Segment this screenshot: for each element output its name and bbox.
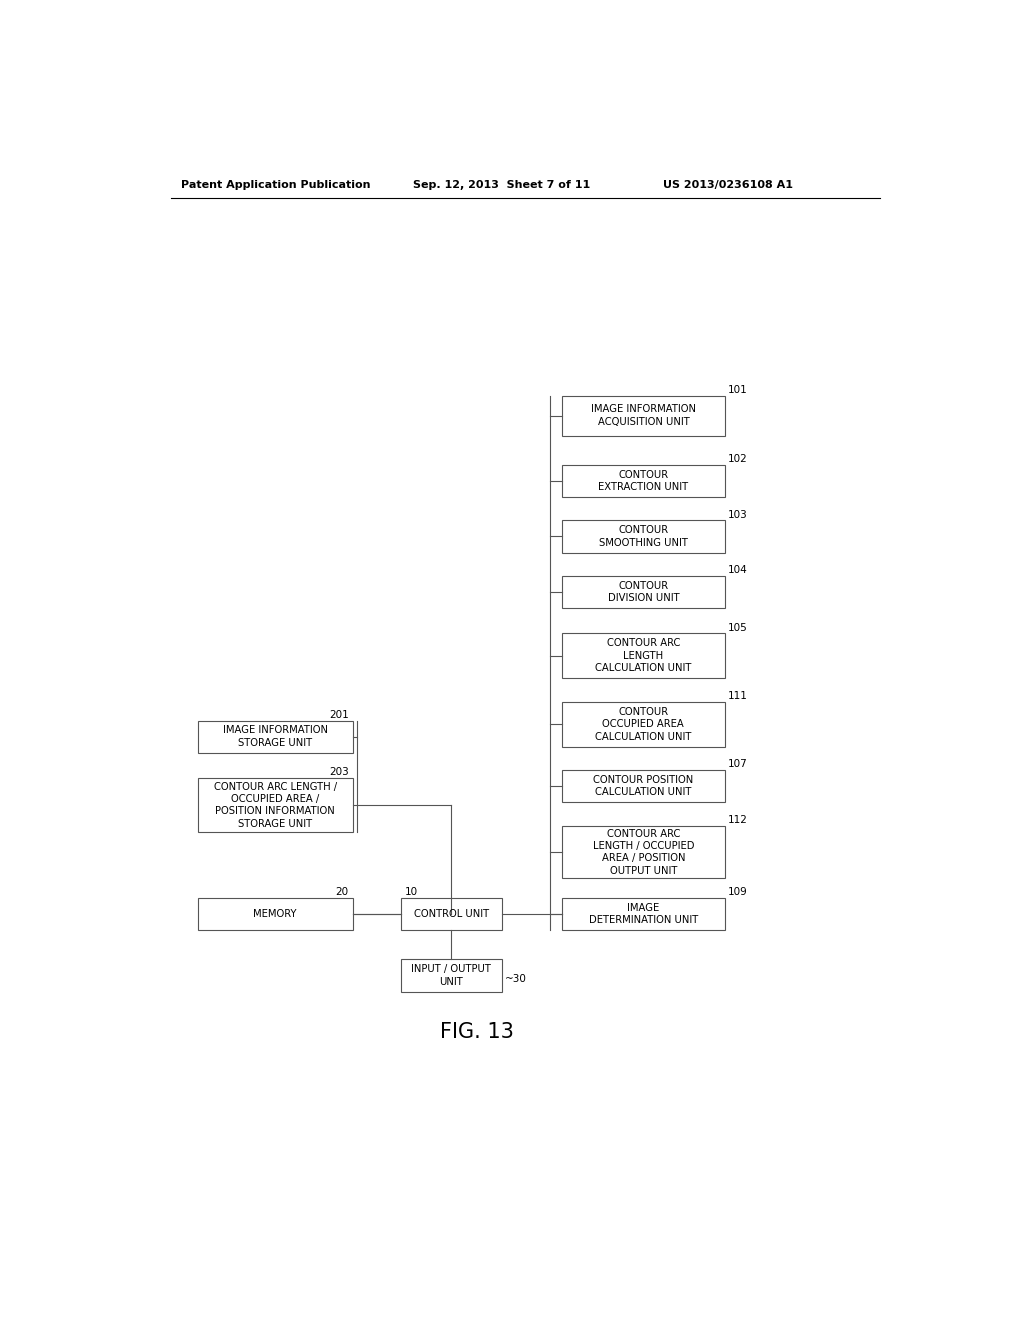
Text: Patent Application Publication: Patent Application Publication [180, 181, 371, 190]
Text: CONTOUR
DIVISION UNIT: CONTOUR DIVISION UNIT [607, 581, 679, 603]
FancyBboxPatch shape [562, 634, 725, 678]
FancyBboxPatch shape [562, 396, 725, 436]
Text: 109: 109 [728, 887, 748, 896]
FancyBboxPatch shape [198, 779, 352, 832]
Text: Sep. 12, 2013  Sheet 7 of 11: Sep. 12, 2013 Sheet 7 of 11 [414, 181, 591, 190]
Text: 10: 10 [404, 887, 418, 896]
Text: US 2013/0236108 A1: US 2013/0236108 A1 [663, 181, 793, 190]
FancyBboxPatch shape [562, 465, 725, 498]
FancyBboxPatch shape [562, 520, 725, 553]
Text: 103: 103 [728, 510, 748, 520]
Text: CONTOUR ARC LENGTH /
OCCUPIED AREA /
POSITION INFORMATION
STORAGE UNIT: CONTOUR ARC LENGTH / OCCUPIED AREA / POS… [214, 781, 337, 829]
Text: CONTOUR ARC
LENGTH / OCCUPIED
AREA / POSITION
OUTPUT UNIT: CONTOUR ARC LENGTH / OCCUPIED AREA / POS… [593, 829, 694, 875]
Text: 111: 111 [728, 692, 748, 701]
FancyBboxPatch shape [562, 770, 725, 803]
Text: 104: 104 [728, 565, 748, 576]
FancyBboxPatch shape [198, 898, 352, 929]
Text: IMAGE INFORMATION
ACQUISITION UNIT: IMAGE INFORMATION ACQUISITION UNIT [591, 404, 696, 426]
Text: 101: 101 [728, 385, 748, 395]
Text: CONTROL UNIT: CONTROL UNIT [414, 908, 488, 919]
Text: FIG. 13: FIG. 13 [440, 1023, 514, 1043]
Text: INPUT / OUTPUT
UNIT: INPUT / OUTPUT UNIT [412, 964, 492, 986]
Text: 107: 107 [728, 759, 748, 770]
Text: CONTOUR POSITION
CALCULATION UNIT: CONTOUR POSITION CALCULATION UNIT [593, 775, 693, 797]
FancyBboxPatch shape [562, 826, 725, 878]
Text: 203: 203 [329, 767, 349, 777]
Text: 20: 20 [336, 887, 349, 896]
Text: 201: 201 [329, 710, 349, 719]
FancyBboxPatch shape [562, 898, 725, 929]
Text: 112: 112 [728, 816, 748, 825]
Text: 102: 102 [728, 454, 748, 465]
Text: CONTOUR ARC
LENGTH
CALCULATION UNIT: CONTOUR ARC LENGTH CALCULATION UNIT [595, 639, 691, 673]
Text: ~30: ~30 [505, 974, 526, 985]
Text: 105: 105 [728, 623, 748, 632]
FancyBboxPatch shape [400, 960, 502, 991]
Text: IMAGE INFORMATION
STORAGE UNIT: IMAGE INFORMATION STORAGE UNIT [223, 726, 328, 748]
FancyBboxPatch shape [562, 576, 725, 609]
Text: CONTOUR
OCCUPIED AREA
CALCULATION UNIT: CONTOUR OCCUPIED AREA CALCULATION UNIT [595, 708, 691, 742]
Text: IMAGE
DETERMINATION UNIT: IMAGE DETERMINATION UNIT [589, 903, 698, 925]
FancyBboxPatch shape [198, 721, 352, 752]
Text: MEMORY: MEMORY [254, 908, 297, 919]
Text: CONTOUR
SMOOTHING UNIT: CONTOUR SMOOTHING UNIT [599, 525, 688, 548]
Text: CONTOUR
EXTRACTION UNIT: CONTOUR EXTRACTION UNIT [598, 470, 688, 492]
FancyBboxPatch shape [562, 702, 725, 747]
FancyBboxPatch shape [400, 898, 502, 929]
